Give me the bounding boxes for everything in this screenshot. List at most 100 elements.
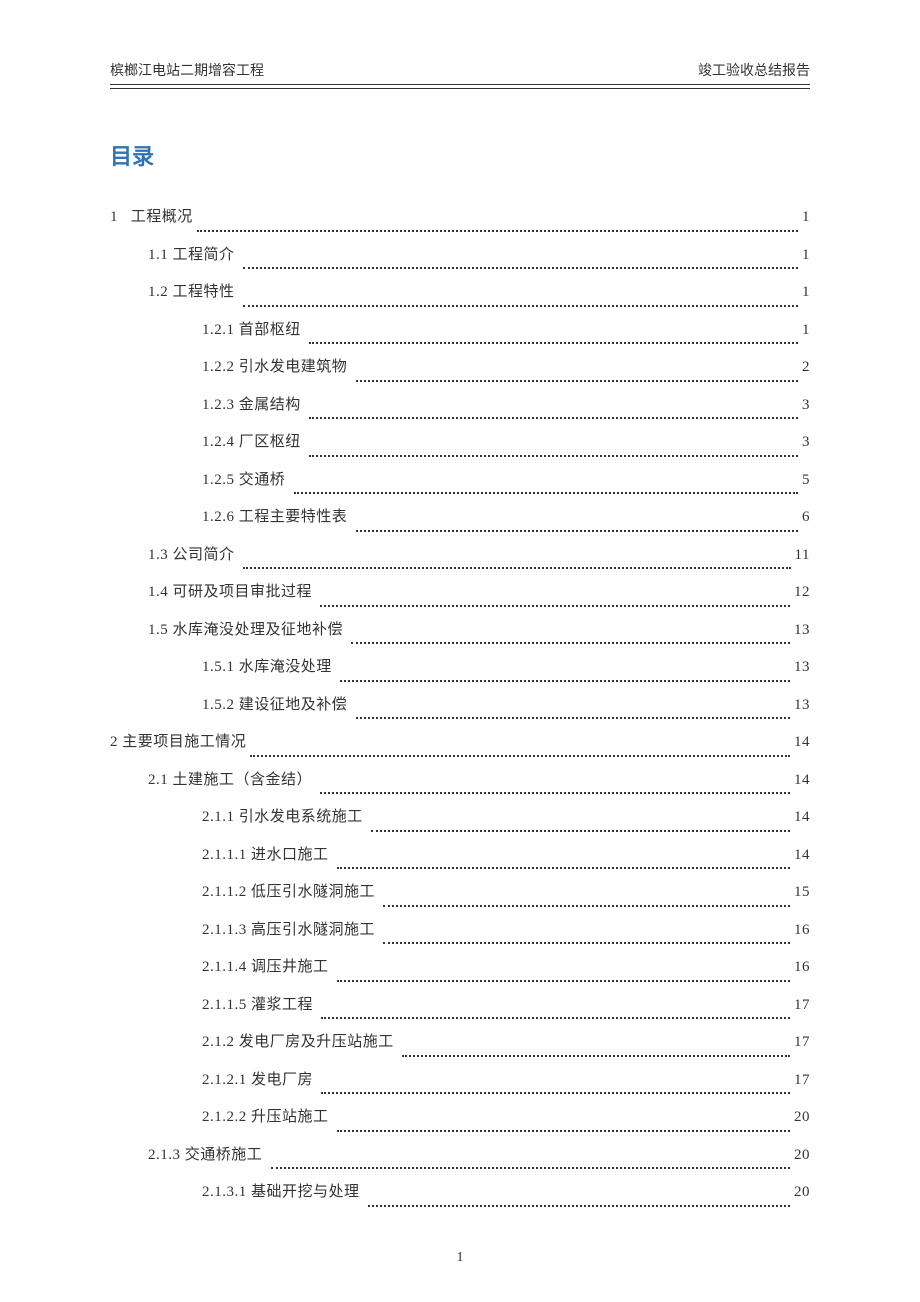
toc-entry: 1.5.1 水库淹没处理 13 (110, 649, 810, 687)
toc-dots (294, 492, 798, 494)
toc-dots (351, 642, 790, 644)
toc-label: 2.1.1.4 调压井施工 (202, 949, 333, 987)
toc-dots (321, 1017, 790, 1019)
toc-label: 1.2.1 首部枢纽 (202, 312, 305, 350)
toc-page: 6 (802, 499, 810, 537)
toc-container: 1 工程概况11.1 工程简介 11.2 工程特性 11.2.1 首部枢纽 11… (110, 199, 810, 1212)
toc-label: 2 主要项目施工情况 (110, 724, 246, 762)
toc-dots (309, 342, 798, 344)
toc-dots (337, 980, 790, 982)
toc-label: 2.1.3 交通桥施工 (148, 1137, 267, 1175)
toc-label: 1.5.1 水库淹没处理 (202, 649, 336, 687)
toc-entry: 2.1 土建施工（含金结） 14 (110, 762, 810, 800)
toc-entry: 2.1.3.1 基础开挖与处理 20 (110, 1174, 810, 1212)
toc-entry: 2.1.1.3 高压引水隧洞施工 16 (110, 912, 810, 950)
toc-label: 1.2.3 金属结构 (202, 387, 305, 425)
toc-entry: 2 主要项目施工情况 14 (110, 724, 810, 762)
toc-entry: 1.3 公司简介 11 (110, 537, 810, 575)
toc-title: 目录 (110, 139, 810, 171)
toc-page: 20 (794, 1174, 810, 1212)
toc-page: 1 (802, 199, 810, 237)
toc-label: 1.1 工程简介 (148, 237, 239, 275)
toc-dots (250, 755, 790, 757)
toc-page: 1 (802, 274, 810, 312)
toc-label: 1.2.4 厂区枢纽 (202, 424, 305, 462)
toc-entry: 1.2.2 引水发电建筑物 2 (110, 349, 810, 387)
toc-dots (197, 230, 798, 232)
toc-entry: 2.1.1.4 调压井施工 16 (110, 949, 810, 987)
toc-page: 20 (794, 1099, 810, 1137)
page-header: 槟榔江电站二期增容工程 竣工验收总结报告 (110, 60, 810, 85)
toc-entry: 1.2.3 金属结构 3 (110, 387, 810, 425)
toc-entry: 2.1.1.5 灌浆工程 17 (110, 987, 810, 1025)
toc-page: 2 (802, 349, 810, 387)
toc-label: 2.1 土建施工（含金结） (148, 762, 316, 800)
toc-entry: 1.2 工程特性 1 (110, 274, 810, 312)
toc-entry: 1.2.5 交通桥 5 (110, 462, 810, 500)
toc-page: 13 (794, 612, 810, 650)
header-underline (110, 88, 810, 89)
toc-page: 13 (794, 687, 810, 725)
toc-page: 14 (794, 799, 810, 837)
toc-label: 1.4 可研及项目审批过程 (148, 574, 316, 612)
toc-label: 1.5 水库淹没处理及征地补偿 (148, 612, 347, 650)
toc-label: 2.1.1.5 灌浆工程 (202, 987, 317, 1025)
toc-label: 1.3 公司简介 (148, 537, 239, 575)
header-left: 槟榔江电站二期增容工程 (110, 60, 264, 80)
toc-page: 11 (795, 537, 810, 575)
toc-dots (309, 417, 798, 419)
toc-page: 17 (794, 1024, 810, 1062)
toc-label: 2.1.1.2 低压引水隧洞施工 (202, 874, 379, 912)
toc-dots (383, 942, 790, 944)
toc-entry: 2.1.2 发电厂房及升压站施工 17 (110, 1024, 810, 1062)
toc-dots (340, 680, 790, 682)
toc-entry: 1.5.2 建设征地及补偿 13 (110, 687, 810, 725)
toc-dots (271, 1167, 790, 1169)
toc-entry: 2.1.2.1 发电厂房 17 (110, 1062, 810, 1100)
toc-dots (383, 905, 790, 907)
toc-page: 3 (802, 424, 810, 462)
toc-page: 14 (794, 724, 810, 762)
toc-page: 1 (802, 237, 810, 275)
toc-dots (356, 717, 790, 719)
toc-entry: 2.1.1.2 低压引水隧洞施工 15 (110, 874, 810, 912)
toc-page: 14 (794, 837, 810, 875)
toc-dots (371, 830, 790, 832)
toc-dots (243, 305, 798, 307)
toc-page: 16 (794, 949, 810, 987)
toc-dots (337, 1130, 790, 1132)
toc-entry: 1.4 可研及项目审批过程 12 (110, 574, 810, 612)
toc-page: 14 (794, 762, 810, 800)
header-right: 竣工验收总结报告 (698, 60, 810, 80)
toc-page: 16 (794, 912, 810, 950)
toc-dots (356, 530, 798, 532)
toc-label: 1.5.2 建设征地及补偿 (202, 687, 352, 725)
toc-dots (243, 267, 798, 269)
toc-entry: 1.5 水库淹没处理及征地补偿 13 (110, 612, 810, 650)
toc-entry: 1.2.6 工程主要特性表 6 (110, 499, 810, 537)
toc-dots (402, 1055, 790, 1057)
toc-dots (337, 867, 790, 869)
toc-label: 1.2.2 引水发电建筑物 (202, 349, 352, 387)
toc-dots (356, 380, 798, 382)
toc-label: 2.1.2 发电厂房及升压站施工 (202, 1024, 398, 1062)
toc-label: 1.2 工程特性 (148, 274, 239, 312)
toc-label: 2.1.1 引水发电系统施工 (202, 799, 367, 837)
toc-label: 1.2.6 工程主要特性表 (202, 499, 352, 537)
toc-entry: 1.2.1 首部枢纽 1 (110, 312, 810, 350)
toc-entry: 1 工程概况 1 (110, 199, 810, 237)
toc-entry: 1.1 工程简介 1 (110, 237, 810, 275)
toc-label: 1.2.5 交通桥 (202, 462, 290, 500)
toc-page: 12 (794, 574, 810, 612)
toc-page: 5 (802, 462, 810, 500)
toc-label: 1 工程概况 (110, 199, 193, 237)
toc-entry: 2.1.1.1 进水口施工 14 (110, 837, 810, 875)
toc-page: 20 (794, 1137, 810, 1175)
toc-dots (320, 605, 790, 607)
toc-entry: 2.1.1 引水发电系统施工 14 (110, 799, 810, 837)
toc-page: 15 (794, 874, 810, 912)
toc-label: 2.1.3.1 基础开挖与处理 (202, 1174, 364, 1212)
toc-label: 2.1.2.1 发电厂房 (202, 1062, 317, 1100)
toc-dots (243, 567, 791, 569)
toc-dots (320, 792, 790, 794)
